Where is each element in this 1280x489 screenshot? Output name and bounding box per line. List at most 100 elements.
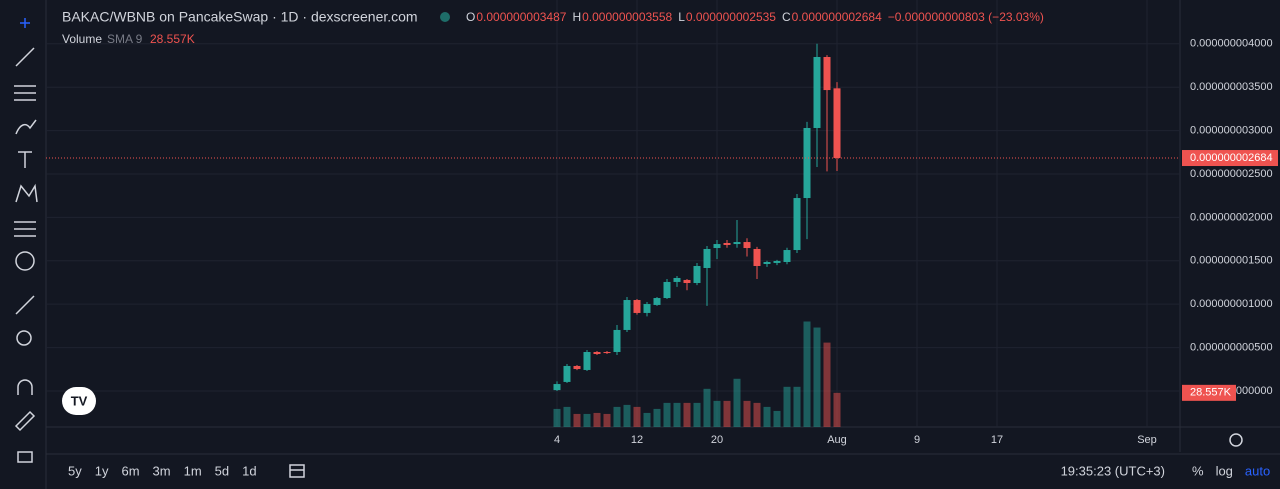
candles (553, 43, 841, 391)
ohlc-key: O (466, 10, 475, 24)
candle-body (833, 88, 841, 159)
volume-bar (783, 386, 791, 427)
y-tick-label: 0.000000002500 (1190, 168, 1273, 180)
x-tick-label: Aug (827, 434, 847, 446)
volume-bar (733, 378, 741, 427)
volume-bar (713, 400, 721, 427)
volume-value-box (1182, 384, 1236, 401)
volume-bar (803, 321, 811, 427)
volume-bar (553, 408, 561, 427)
volume-bar (723, 400, 731, 427)
current-price-box (1182, 150, 1278, 167)
ohlc-value: 0.000000003487 (476, 10, 566, 24)
magnet-tool[interactable] (17, 379, 33, 395)
lock-tool[interactable] (17, 451, 33, 463)
x-tick-label: 17 (991, 434, 1003, 446)
candle-body (723, 242, 731, 245)
toolbar (0, 0, 46, 489)
volume-bar (563, 406, 571, 427)
scale-button[interactable]: % (1192, 463, 1204, 478)
volume-bar (643, 412, 651, 427)
y-tick-label: 0.000000004000 (1190, 38, 1273, 50)
candle-body (773, 260, 781, 263)
fib-tool[interactable] (14, 85, 36, 101)
range-button[interactable]: 5y (68, 463, 82, 478)
emoji-tool[interactable] (15, 251, 35, 271)
candle-body (793, 198, 801, 251)
ohlc-key: C (782, 10, 791, 24)
volume-bar (653, 408, 661, 427)
ohlc-value: −0.000000000803 (−23.03%) (888, 10, 1044, 24)
current-price-label: 0.000000002684 (1190, 152, 1273, 164)
clock: 19:35:23 (UTC+3) (1061, 463, 1165, 478)
tool-icons[interactable] (14, 18, 38, 463)
zoom-tool[interactable] (16, 330, 32, 346)
ohlc-key: H (572, 10, 581, 24)
candle-body (803, 127, 811, 199)
range-button[interactable]: 6m (121, 463, 139, 478)
status-dot (440, 12, 450, 22)
logo: TV (71, 393, 88, 408)
candle-body (663, 281, 671, 299)
forecast-tool[interactable] (14, 221, 36, 237)
crosshair-tool[interactable] (20, 18, 30, 28)
x-tick-label: 9 (914, 434, 920, 446)
volume-bar (813, 327, 821, 427)
range-button[interactable]: 5d (215, 463, 229, 478)
volume-value: 28.557K (150, 32, 195, 46)
candle-body (563, 365, 571, 382)
date-range-icon[interactable] (289, 464, 305, 478)
volume-bar (573, 413, 581, 427)
ruler-tool[interactable] (15, 295, 35, 315)
x-tick-label: 20 (711, 434, 723, 446)
candle-body (633, 300, 641, 313)
volume-bar (583, 413, 591, 427)
ohlc-value: 0.000000002535 (686, 10, 776, 24)
candle-body (693, 265, 701, 284)
volume-value-label: 28.557K (1190, 387, 1232, 399)
pattern-tool[interactable] (15, 183, 38, 203)
ohlc-value: 0.000000002684 (792, 10, 882, 24)
ohlc-header: O 0.000000003487 H 0.000000003558 L 0.0000000… (466, 10, 1044, 24)
range-button[interactable]: 1y (95, 463, 109, 478)
volume-bar (623, 404, 631, 427)
lock-draw-tool[interactable] (14, 410, 36, 432)
volume-pane (553, 321, 841, 427)
candle-body (743, 242, 751, 249)
settings-icon[interactable] (1229, 433, 1243, 447)
volume-bar (593, 412, 601, 427)
volume-bar (613, 406, 621, 427)
volume-bar (693, 402, 701, 427)
volume-bar (773, 410, 781, 427)
candle-body (623, 300, 631, 330)
candle-body (593, 352, 601, 355)
candle-body (713, 244, 721, 249)
volume-indicator: SMA 9 (107, 32, 143, 46)
trendline-tool[interactable] (15, 47, 35, 67)
volume-bar (673, 402, 681, 427)
range-button[interactable]: 3m (153, 463, 171, 478)
volume-bar (833, 392, 841, 427)
range-button[interactable]: 1d (242, 463, 256, 478)
y-tick-label: 0.000000001500 (1190, 255, 1273, 267)
volume-bar (763, 406, 771, 427)
candle-body (783, 250, 791, 263)
x-tick-label: Sep (1137, 434, 1157, 446)
volume-bar (683, 402, 691, 427)
x-tick-label: 12 (631, 434, 643, 446)
text-tool[interactable] (18, 151, 32, 168)
range-button[interactable]: 1m (184, 463, 202, 478)
volume-bar (633, 406, 641, 427)
candle-body (703, 248, 711, 268)
volume-bar (743, 400, 751, 427)
scale-button[interactable]: log (1216, 463, 1233, 478)
candle-body (813, 56, 821, 128)
logo-badge[interactable] (62, 387, 96, 415)
volume-bar (823, 342, 831, 427)
candle-body (573, 365, 581, 370)
candle-body (823, 56, 831, 91)
y-tick-label: 0.000000002000 (1190, 211, 1273, 223)
brush-tool[interactable] (15, 119, 37, 135)
scale-button[interactable]: auto (1245, 463, 1270, 478)
